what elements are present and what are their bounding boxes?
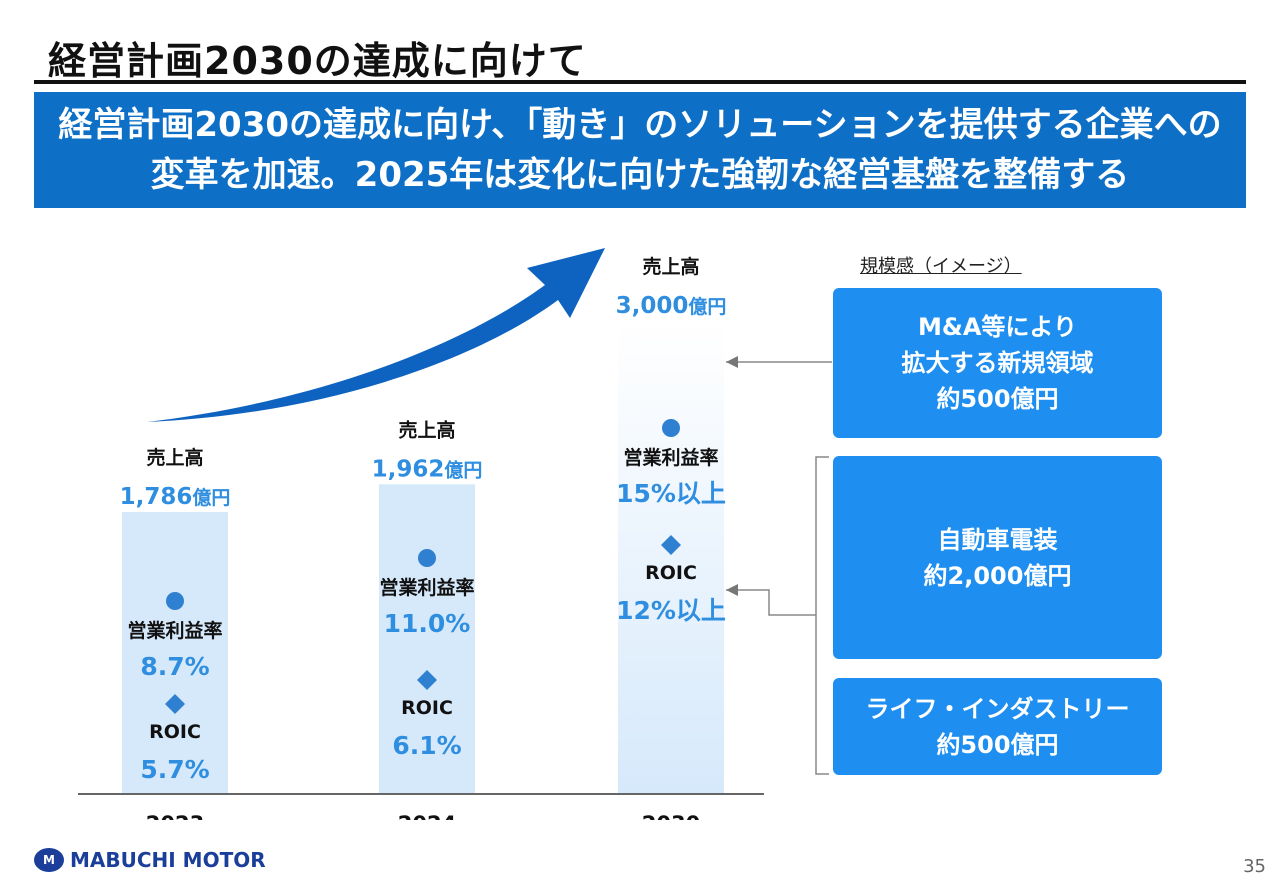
sales-bar-1 [379, 484, 475, 793]
roic-marker-0 [165, 694, 185, 714]
roic-value-2: 12%以上 [616, 596, 726, 625]
roic-label-1: ROIC [401, 697, 453, 719]
x-tick-label-2-0: 2030 [642, 812, 700, 820]
op-margin-value-0: 8.7% [140, 652, 209, 681]
scale-box-life-line-1: ライフ・インダストリー [865, 694, 1130, 723]
scale-label: 規模感（イメージ） [860, 256, 1022, 277]
scale-box-ma-line-2: 拡大する新規領域 [901, 349, 1094, 377]
headline-banner: 経営計画2030の達成に向け、「動き」のソリューションを提供する企業への 変革を… [34, 92, 1246, 208]
scale-box-life-industry: ライフ・インダストリー 約500億円 [833, 678, 1162, 775]
scale-box-ma-line-1: M&A等により [918, 313, 1077, 341]
sales-label-0: 売上高 [146, 446, 203, 469]
core-business-bracket [815, 456, 829, 775]
scale-box-ma: M&A等により 拡大する新規領域 約500億円 [833, 288, 1162, 438]
roic-marker-1 [417, 670, 437, 690]
op-margin-value-1: 11.0% [384, 609, 471, 638]
company-logo: M MABUCHI MOTOR [34, 848, 266, 872]
sales-value-2: 3,000億円 [616, 293, 727, 319]
logo-mark: M [34, 848, 64, 872]
x-tick-label-1-0: 2024 [398, 812, 456, 820]
sales-bar-0 [122, 512, 228, 793]
roic-value-0: 5.7% [140, 755, 209, 784]
roic-marker-2 [661, 535, 681, 555]
page-number: 35 [1243, 856, 1266, 877]
op-margin-value-2: 15%以上 [616, 479, 726, 508]
x-tick-label-0-0: 2023 [146, 812, 204, 820]
scale-box-automotive-line-1: 自動車電装 [937, 525, 1058, 554]
op-margin-label-0: 営業利益率 [127, 619, 222, 642]
sales-chart: 売上高1,786億円売上高1,962億円売上高3,000億円営業利益率8.7%営… [78, 248, 764, 820]
logo-wordmark: MABUCHI MOTOR [70, 848, 266, 872]
sales-label-1: 売上高 [398, 418, 455, 441]
scale-box-automotive: 自動車電装 約2,000億円 [833, 456, 1162, 659]
title-divider [34, 80, 1246, 84]
roic-label-2: ROIC [645, 562, 697, 584]
sales-value-0: 1,786億円 [120, 484, 231, 510]
scale-box-life-line-2: 約500億円 [936, 730, 1059, 759]
growth-arrow [147, 248, 605, 422]
op-margin-marker-2 [662, 419, 680, 437]
sales-value-1: 1,962億円 [372, 456, 483, 482]
headline-line-2: 変革を加速。2025年は変化に向けた強靭な経営基盤を整備する [150, 155, 1130, 195]
op-margin-marker-1 [418, 549, 436, 567]
sales-bar-2 [618, 320, 724, 793]
scale-box-ma-line-3: 約500億円 [936, 385, 1059, 413]
scale-box-automotive-line-2: 約2,000億円 [923, 561, 1072, 590]
op-margin-label-2: 営業利益率 [623, 446, 718, 469]
page-title: 経営計画2030の達成に向けて [48, 39, 587, 83]
roic-value-1: 6.1% [392, 731, 461, 760]
op-margin-label-1: 営業利益率 [379, 576, 474, 599]
roic-label-0: ROIC [149, 721, 201, 743]
op-margin-marker-0 [166, 592, 184, 610]
sales-label-2: 売上高 [642, 255, 699, 278]
headline-line-1: 経営計画2030の達成に向け、「動き」のソリューションを提供する企業への [58, 105, 1222, 145]
